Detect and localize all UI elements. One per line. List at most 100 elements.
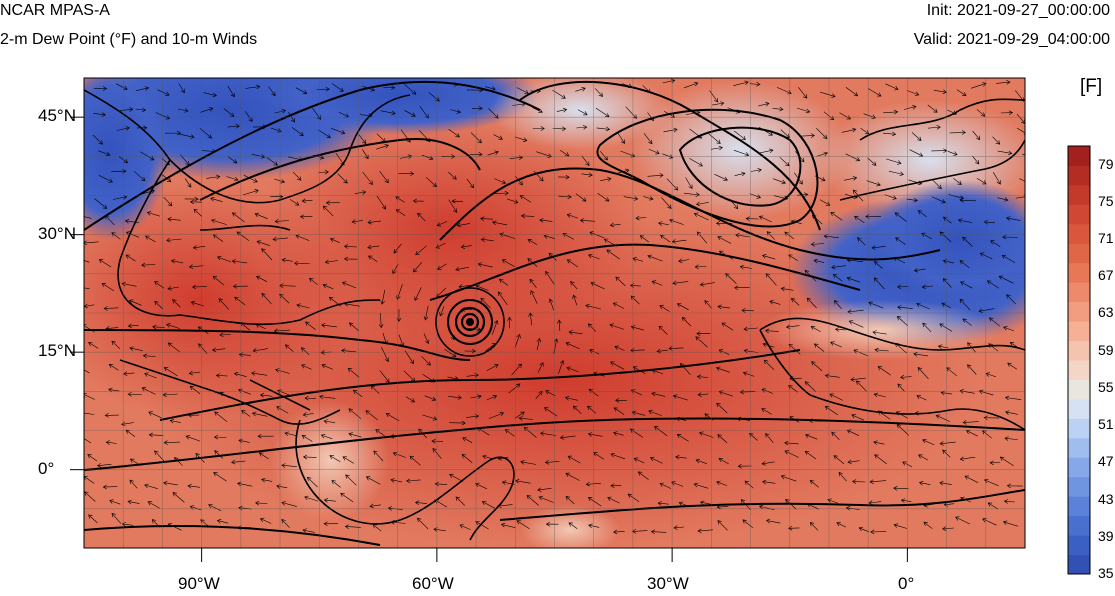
wind-arrow xyxy=(395,196,405,203)
wind-arrow xyxy=(742,371,755,377)
colorbar-segment xyxy=(1068,496,1090,517)
wind-arrow xyxy=(757,148,774,154)
wind-arrow xyxy=(351,219,363,224)
axis-ticks xyxy=(70,116,908,562)
wind-arrow xyxy=(824,406,838,416)
wind-arrow xyxy=(612,302,625,309)
wind-arrow xyxy=(643,133,653,145)
wind-arrow xyxy=(98,150,111,157)
wind-arrow xyxy=(1006,294,1017,305)
wind-arrow xyxy=(184,196,199,202)
wind-arrow xyxy=(1001,254,1016,264)
wind-arrow xyxy=(251,153,266,159)
wind-arrow xyxy=(133,170,146,182)
wind-arrow xyxy=(1002,520,1019,527)
wind-arrow xyxy=(900,498,912,503)
wind-arrow xyxy=(135,107,147,113)
wind-arrow xyxy=(888,170,904,176)
wind-arrow xyxy=(494,178,507,185)
wind-arrow xyxy=(614,345,625,351)
wind-arrow xyxy=(108,363,119,371)
wind-arrow xyxy=(737,463,752,469)
wind-arrow xyxy=(238,352,251,357)
wind-arrow xyxy=(804,381,816,392)
wind-arrow xyxy=(362,171,373,185)
wind-arrow xyxy=(982,518,997,526)
wind-arrow xyxy=(617,132,626,144)
wind-arrow xyxy=(414,287,422,301)
wind-arrow xyxy=(810,241,825,247)
wind-arrow xyxy=(416,517,429,530)
wind-arrow xyxy=(867,88,882,97)
wind-arrow xyxy=(858,526,870,533)
wind-arrow xyxy=(741,308,754,313)
wind-arrow xyxy=(404,84,417,95)
wind-arrow xyxy=(271,127,282,133)
wind-arrow xyxy=(322,205,334,217)
wind-arrow xyxy=(693,482,709,489)
wind-arrow xyxy=(765,273,777,286)
lat-label-30n: 30°N xyxy=(38,224,76,243)
wind-arrow xyxy=(415,245,427,256)
wind-arrow xyxy=(112,195,128,200)
wind-arrow xyxy=(261,292,272,305)
wind-arrow xyxy=(104,413,119,418)
wind-arrow xyxy=(830,211,843,221)
wind-arrow xyxy=(717,304,731,310)
wind-arrow xyxy=(129,346,143,351)
wind-arrow xyxy=(658,221,669,226)
init-time: Init: 2021-09-27_00:00:00 xyxy=(926,2,1110,19)
wind-arrow xyxy=(845,153,861,162)
wind-arrow xyxy=(610,361,625,370)
wind-arrow xyxy=(515,478,531,484)
wind-arrow xyxy=(718,458,729,465)
wind-arrow xyxy=(192,284,207,290)
wind-arrow xyxy=(897,284,909,290)
wind-arrow xyxy=(660,234,671,243)
wind-arrow xyxy=(162,392,178,398)
wind-arrow xyxy=(144,235,156,243)
wind-arrow xyxy=(373,450,384,462)
wind-arrow xyxy=(558,174,570,180)
wind-arrow xyxy=(376,144,389,150)
wind-arrow xyxy=(866,180,881,187)
colorbar-label: 43 xyxy=(1098,490,1114,507)
wind-arrow xyxy=(84,240,99,246)
wind-arrow xyxy=(500,522,516,528)
wind-arrow xyxy=(1003,326,1015,332)
wind-arrow xyxy=(291,127,304,137)
wind-arrow xyxy=(284,431,297,437)
wind-arrow xyxy=(390,478,403,483)
wind-arrow xyxy=(88,514,98,524)
wind-arrow xyxy=(834,300,842,310)
dewpoint-field xyxy=(84,78,1025,548)
wind-arrow xyxy=(425,177,437,187)
wind-arrow xyxy=(105,440,117,445)
wind-arrow xyxy=(296,303,310,309)
wind-arrow xyxy=(154,300,164,310)
wind-arrow xyxy=(448,199,458,213)
wind-arrow xyxy=(243,174,258,183)
wind-arrow xyxy=(784,440,799,446)
wind-arrow xyxy=(873,392,886,398)
wind-arrow xyxy=(650,529,667,535)
wind-arrow xyxy=(831,431,840,441)
wind-arrow xyxy=(717,434,728,444)
colorbar-label: 55 xyxy=(1098,378,1114,395)
wind-arrow xyxy=(712,101,725,106)
wind-arrow xyxy=(302,454,317,460)
wind-vectors xyxy=(84,78,1025,535)
wind-arrow xyxy=(851,414,865,421)
wind-arrow xyxy=(932,179,942,190)
wind-arrow xyxy=(631,528,648,534)
wind-arrow xyxy=(779,156,790,167)
wind-arrow xyxy=(320,434,333,440)
wind-arrow xyxy=(381,347,389,363)
wind-arrow xyxy=(896,424,910,436)
wind-arrow xyxy=(797,107,811,114)
wind-arrow xyxy=(520,213,535,219)
wind-arrow xyxy=(743,326,758,332)
wind-arrow xyxy=(140,151,155,161)
wind-arrow xyxy=(481,501,496,509)
wind-arrow xyxy=(179,133,195,139)
